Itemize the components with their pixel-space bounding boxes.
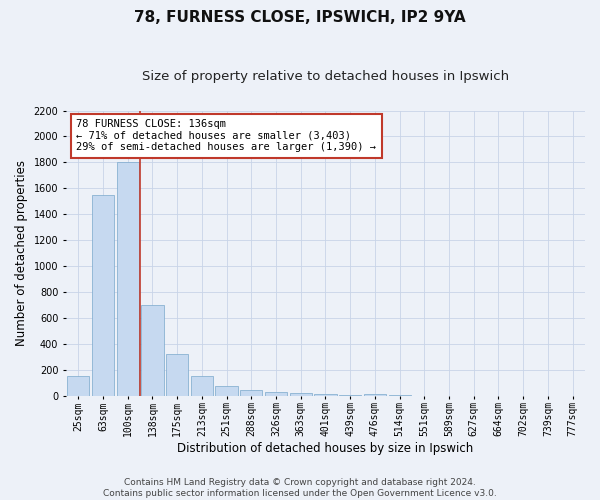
Bar [116, 162, 139, 396]
Bar [314, 394, 337, 396]
Bar [215, 386, 238, 396]
Text: 78 FURNESS CLOSE: 136sqm
← 71% of detached houses are smaller (3,403)
29% of sem: 78 FURNESS CLOSE: 136sqm ← 71% of detach… [76, 119, 376, 152]
Bar [166, 354, 188, 396]
Bar [290, 393, 312, 396]
Bar [191, 376, 213, 396]
Bar [142, 305, 164, 396]
X-axis label: Distribution of detached houses by size in Ipswich: Distribution of detached houses by size … [178, 442, 473, 455]
Bar [339, 394, 361, 396]
Bar [92, 195, 114, 396]
Bar [67, 376, 89, 396]
Y-axis label: Number of detached properties: Number of detached properties [15, 160, 28, 346]
Bar [364, 394, 386, 396]
Title: Size of property relative to detached houses in Ipswich: Size of property relative to detached ho… [142, 70, 509, 83]
Text: 78, FURNESS CLOSE, IPSWICH, IP2 9YA: 78, FURNESS CLOSE, IPSWICH, IP2 9YA [134, 10, 466, 25]
Text: Contains HM Land Registry data © Crown copyright and database right 2024.
Contai: Contains HM Land Registry data © Crown c… [103, 478, 497, 498]
Bar [240, 390, 262, 396]
Bar [265, 392, 287, 396]
